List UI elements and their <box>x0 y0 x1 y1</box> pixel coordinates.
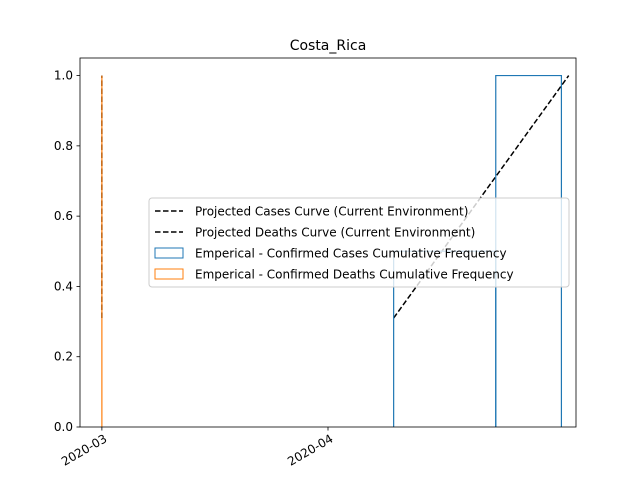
legend-box <box>148 197 570 288</box>
y-tick-label-1: 0.2 <box>54 350 73 364</box>
legend-label-3: Emperical - Confirmed Deaths Cumulative … <box>195 268 514 282</box>
x-tick-label-0: 2020-03 <box>59 431 109 468</box>
chart-title: Costa_Rica <box>290 38 367 54</box>
legend-swatch-3 <box>154 268 184 280</box>
y-tick-label-2: 0.4 <box>54 279 73 293</box>
x-tick-label-1: 2020-04 <box>285 431 335 468</box>
legend: Projected Cases Curve (Current Environme… <box>148 197 570 288</box>
y-tick-label-4: 0.8 <box>54 139 73 153</box>
legend-swatch-2 <box>154 247 184 259</box>
y-tick-label-3: 0.6 <box>54 209 73 223</box>
y-tick-label-0: 0.0 <box>54 420 73 434</box>
legend-label-0: Projected Cases Curve (Current Environme… <box>195 205 468 219</box>
legend-label-2: Emperical - Confirmed Cases Cumulative F… <box>195 247 507 261</box>
legend-label-1: Projected Deaths Curve (Current Environm… <box>195 226 475 240</box>
y-tick-label-5: 1.0 <box>54 69 73 83</box>
